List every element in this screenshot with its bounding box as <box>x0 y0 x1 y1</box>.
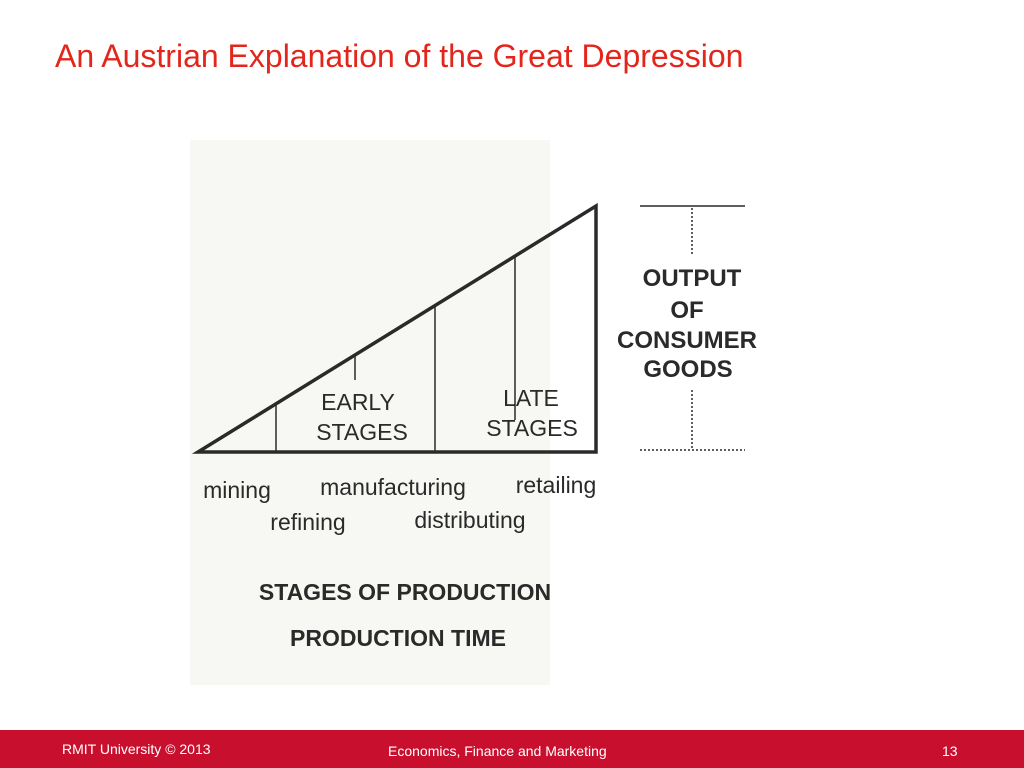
early-stages-label-line2: STAGES <box>316 419 408 445</box>
stages-of-production-title: STAGES OF PRODUCTION <box>259 579 551 605</box>
output-label-line3: CONSUMER <box>617 327 757 354</box>
stage-mining: mining <box>203 477 271 503</box>
stage-retailing: retailing <box>516 472 597 498</box>
stage-refining: refining <box>270 509 345 535</box>
production-time-title: PRODUCTION TIME <box>290 625 506 651</box>
stage-distributing: distributing <box>414 507 525 533</box>
output-label-line1: OUTPUT <box>643 265 742 292</box>
slide-title: An Austrian Explanation of the Great Dep… <box>55 38 744 74</box>
late-stages-label-line2: STAGES <box>486 415 578 441</box>
slide-number: 13 <box>942 743 958 759</box>
footer-copyright: RMIT University © 2013 <box>62 741 211 757</box>
scan-background <box>190 140 550 685</box>
output-label-line2: OF <box>670 297 703 324</box>
footer-bar: RMIT University © 2013 Economics, Financ… <box>0 730 1024 768</box>
stage-manufacturing: manufacturing <box>320 474 466 500</box>
production-triangle <box>191 202 598 454</box>
late-stages-label-line1: LATE <box>503 385 559 411</box>
output-label-line4: GOODS <box>643 356 732 383</box>
early-stages-label-line1: EARLY <box>321 389 395 415</box>
footer-department: Economics, Finance and Marketing <box>388 743 607 759</box>
